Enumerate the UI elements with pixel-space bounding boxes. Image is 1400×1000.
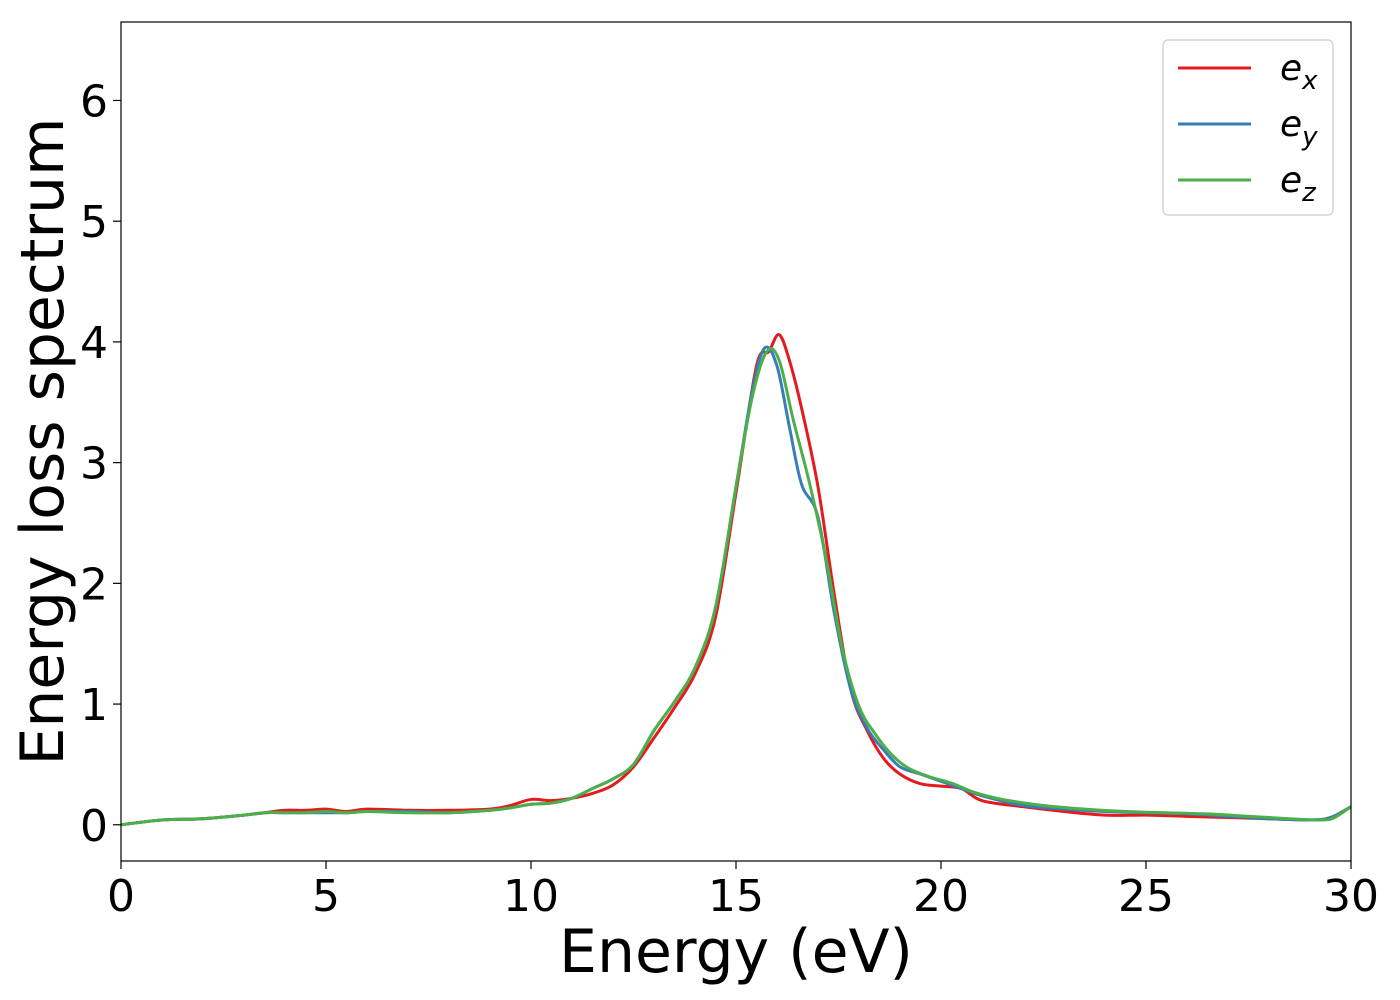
legend-box xyxy=(1162,39,1334,216)
x-tick-label: 10 xyxy=(503,871,559,922)
series-lines xyxy=(121,333,1351,827)
y-tick-label: 0 xyxy=(80,801,108,852)
y-tick-label: 5 xyxy=(80,197,108,248)
legend: ex ey ez xyxy=(1162,39,1334,216)
x-tick-label: 30 xyxy=(1323,871,1379,922)
x-tick-label: 0 xyxy=(107,871,135,922)
x-tick-label: 15 xyxy=(708,871,764,922)
legend-label-y: ey xyxy=(1280,104,1318,152)
series-line-z xyxy=(121,347,1351,827)
y-axis-ticks: 0 1 2 3 4 5 6 xyxy=(80,76,121,852)
y-axis-label: Energy loss spectrum xyxy=(8,117,78,765)
x-tick-label: 20 xyxy=(913,871,969,922)
series-line-x xyxy=(121,333,1351,827)
x-axis-label: Energy (eV) xyxy=(559,917,913,987)
y-tick-label: 4 xyxy=(80,318,108,369)
x-axis-ticks: 0 5 10 15 20 25 30 xyxy=(107,861,1379,922)
x-tick-label: 25 xyxy=(1118,871,1174,922)
y-tick-label: 2 xyxy=(80,559,108,610)
legend-label-x: ex xyxy=(1280,48,1318,96)
y-tick-label: 1 xyxy=(80,680,108,731)
x-tick-label: 5 xyxy=(312,871,340,922)
legend-label-z: ez xyxy=(1280,160,1317,208)
series-line-y xyxy=(121,345,1351,827)
y-tick-label: 3 xyxy=(80,439,108,490)
y-tick-label: 6 xyxy=(80,76,108,127)
